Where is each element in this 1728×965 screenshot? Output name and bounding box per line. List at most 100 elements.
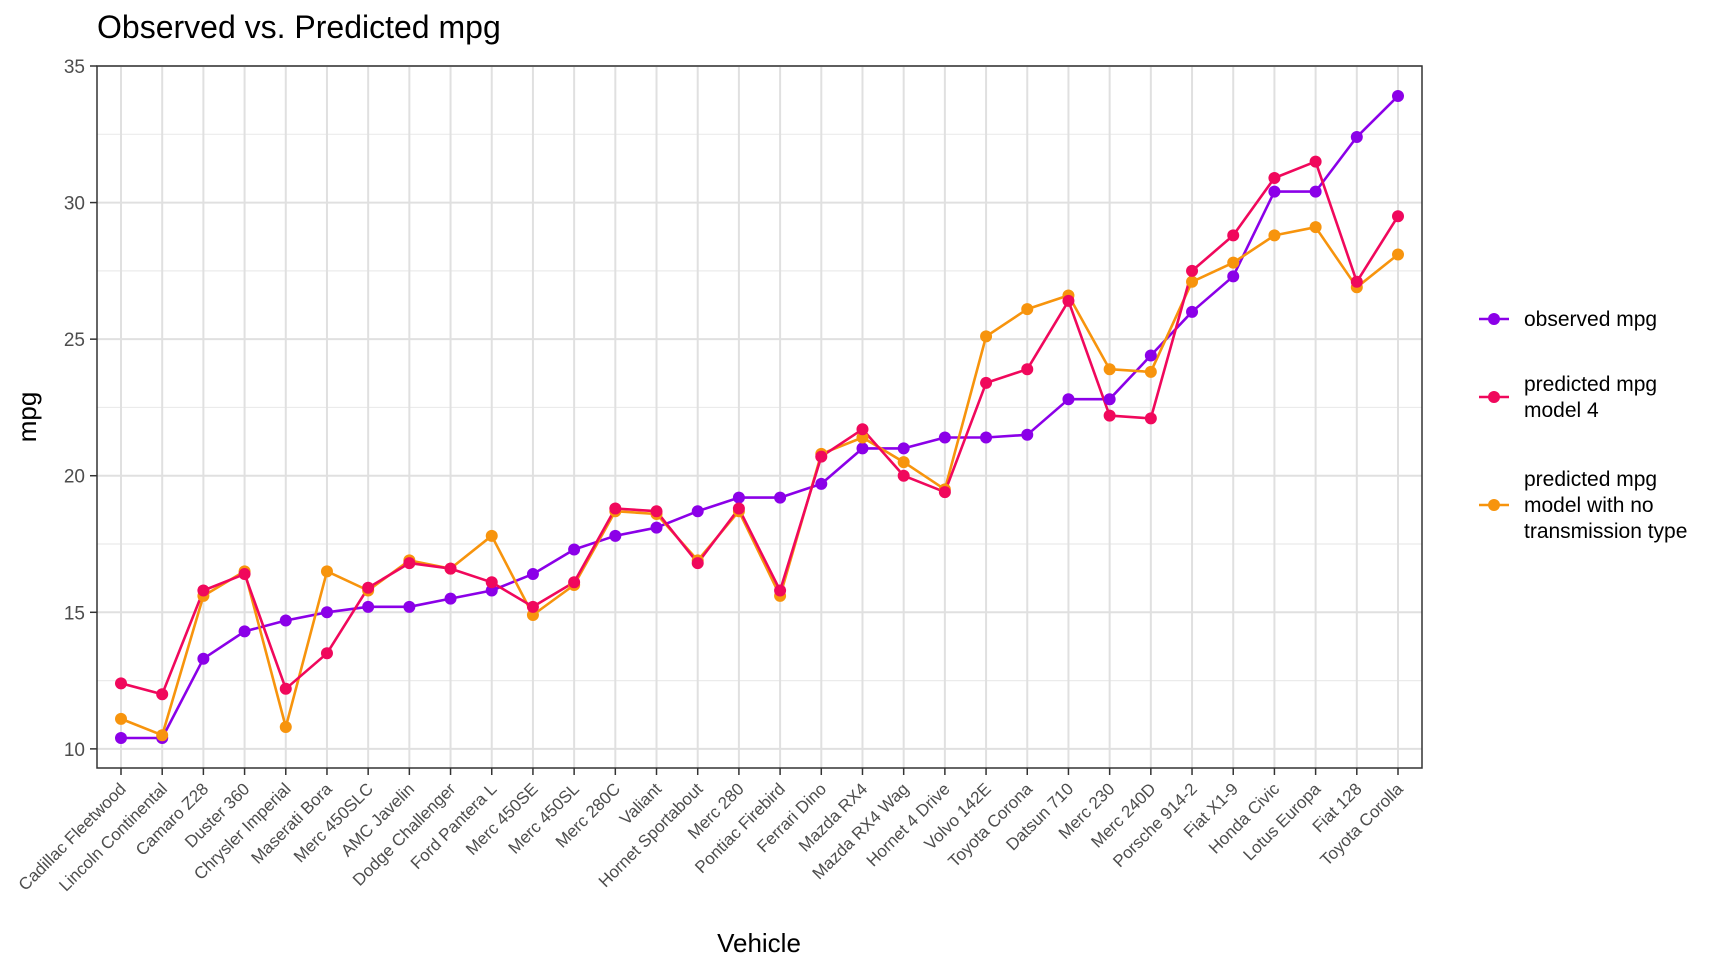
data-point [279, 721, 292, 734]
data-point [1392, 90, 1404, 103]
y-tick-label: 30 [64, 194, 85, 215]
series-line-0 [121, 95, 1399, 740]
data-point [568, 576, 581, 589]
data-point [1186, 264, 1199, 277]
data-point [1103, 363, 1116, 376]
data-point [1392, 248, 1404, 261]
series-lines [120, 95, 1400, 740]
data-point [320, 647, 333, 660]
data-point [1227, 229, 1240, 242]
data-point [774, 491, 787, 504]
data-point [1268, 171, 1281, 184]
data-point [815, 477, 828, 490]
legend-label: observed mpg [1524, 308, 1657, 331]
data-point [115, 731, 127, 744]
plot-border [96, 65, 1423, 769]
data-point [320, 606, 333, 619]
data-point [115, 712, 127, 725]
data-point [897, 456, 910, 469]
y-tick-label: 25 [64, 330, 85, 351]
data-point [1021, 303, 1034, 316]
data-point [856, 423, 869, 436]
series-points [115, 90, 1404, 744]
legend-label: transmission type [1524, 520, 1687, 543]
data-point [732, 502, 745, 515]
data-point [1103, 409, 1116, 422]
data-point [403, 600, 416, 613]
data-point [897, 469, 910, 482]
legend-label: model 4 [1524, 399, 1599, 422]
data-point [1062, 393, 1075, 406]
x-axis-title: Vehicle [717, 928, 801, 958]
data-point [897, 442, 910, 455]
data-point [609, 529, 622, 542]
data-point [1227, 256, 1240, 269]
data-point [1103, 393, 1116, 406]
data-point [774, 584, 787, 597]
data-point [980, 376, 993, 389]
data-point [1062, 294, 1075, 307]
data-point [197, 584, 210, 597]
data-point [1350, 131, 1363, 144]
data-point [856, 442, 869, 455]
data-point [1021, 363, 1034, 376]
data-point [1268, 185, 1281, 198]
y-axis: 10 15 20 25 30 35 [64, 57, 97, 761]
data-point [238, 568, 251, 581]
data-point [279, 682, 292, 695]
data-point [1021, 428, 1034, 441]
data-point [1268, 229, 1281, 242]
data-point [1309, 221, 1322, 234]
y-tick-label: 15 [64, 603, 85, 624]
data-point [526, 568, 539, 581]
data-point [1227, 270, 1240, 283]
data-point [938, 486, 951, 499]
y-tick-label: 20 [64, 467, 85, 488]
legend-key-point [1488, 499, 1500, 511]
y-tick-label: 10 [64, 740, 85, 761]
data-point [156, 729, 169, 742]
data-point [279, 614, 292, 627]
data-point [444, 592, 457, 605]
legend: observed mpg predicted mpg model 4 predicte… [1479, 308, 1687, 543]
data-point [1309, 155, 1322, 168]
data-point [938, 431, 951, 444]
data-point [732, 491, 745, 504]
legend-label: model with no [1524, 494, 1654, 517]
data-point [650, 505, 663, 518]
data-point [980, 330, 993, 343]
data-point [444, 562, 457, 575]
data-point [485, 529, 498, 542]
data-point [1144, 412, 1157, 425]
data-point [980, 431, 993, 444]
chart-title: Observed vs. Predicted mpg [97, 9, 501, 45]
data-point [691, 505, 704, 518]
data-point [1144, 349, 1157, 362]
legend-key-point [1488, 391, 1500, 403]
data-point [691, 557, 704, 570]
data-point [1309, 185, 1322, 198]
data-point [115, 677, 127, 690]
data-point [156, 688, 169, 701]
data-point [362, 581, 375, 594]
data-point [568, 543, 581, 556]
data-point [362, 600, 375, 613]
data-point [650, 521, 663, 534]
legend-key-point [1488, 313, 1500, 325]
data-point [197, 652, 210, 665]
y-tick-label: 35 [64, 57, 85, 78]
legend-label: predicted mpg [1524, 373, 1657, 396]
data-point [320, 565, 333, 578]
data-point [1392, 210, 1404, 223]
data-point [1350, 275, 1363, 288]
y-axis-title: mpg [12, 392, 42, 443]
data-point [1144, 365, 1157, 378]
legend-label: predicted mpg [1524, 468, 1657, 491]
plot-background [97, 66, 1422, 768]
series-line-1 [120, 160, 1400, 696]
data-point [526, 600, 539, 613]
data-point [403, 557, 416, 570]
